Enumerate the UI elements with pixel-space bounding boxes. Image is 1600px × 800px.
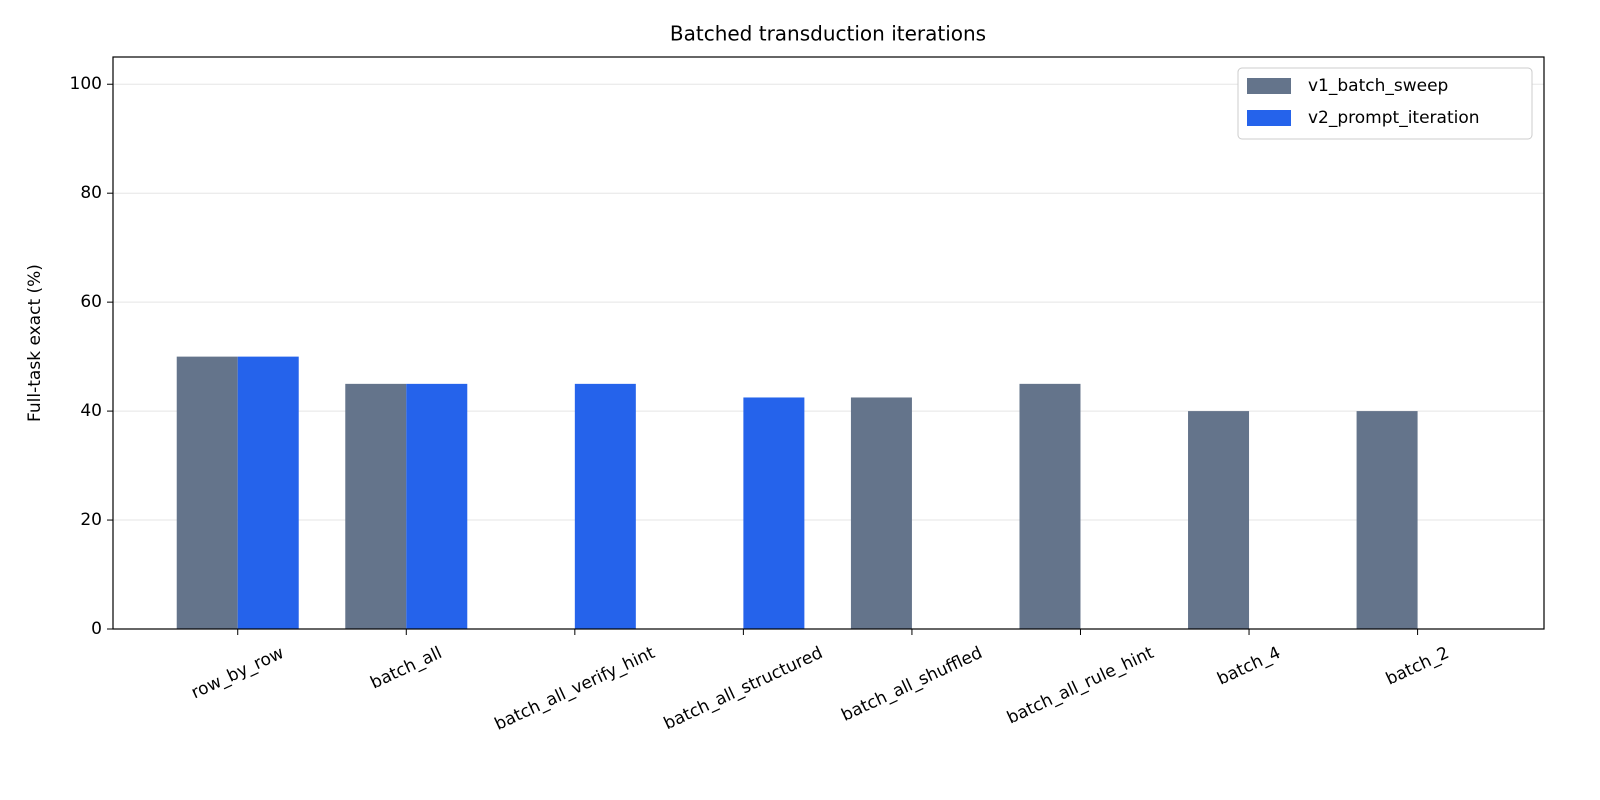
bar — [1188, 411, 1250, 629]
x-tick-label: batch_2 — [1383, 643, 1452, 690]
y-axis-label: Full-task exact (%) — [25, 264, 45, 422]
legend-swatch — [1247, 78, 1291, 94]
bar — [406, 383, 468, 629]
bar — [850, 397, 912, 629]
legend-label: v2_prompt_iteration — [1308, 108, 1480, 128]
x-tick-label: batch_all_structured — [661, 643, 826, 734]
bar — [345, 383, 407, 629]
bar — [743, 397, 805, 629]
x-tick-label: row_by_row — [188, 643, 287, 703]
x-tick-label: batch_all — [367, 643, 445, 693]
x-tick-label: batch_4 — [1214, 643, 1283, 690]
y-tick-label: 0 — [91, 619, 102, 639]
legend-label: v1_batch_sweep — [1308, 76, 1448, 96]
bar — [176, 356, 238, 629]
bar — [1019, 383, 1081, 629]
y-tick-label: 40 — [80, 401, 102, 421]
plot-frame — [112, 56, 1545, 630]
y-tick-label: 60 — [80, 292, 102, 312]
y-tick-label: 100 — [70, 74, 102, 94]
bar — [574, 383, 636, 629]
y-tick-label: 80 — [80, 183, 102, 203]
chart-title: Batched transduction iterations — [670, 22, 986, 46]
legend: v1_batch_sweep v2_prompt_iteration — [1237, 67, 1533, 140]
x-tick-label: batch_all_shuffled — [838, 643, 985, 726]
x-tick-label: batch_all_verify_hint — [492, 643, 659, 735]
x-tick-label: batch_all_rule_hint — [1004, 643, 1157, 729]
legend-swatch — [1247, 110, 1291, 126]
legend-box — [1237, 67, 1533, 140]
bar — [1356, 411, 1418, 629]
bar — [237, 356, 299, 629]
y-tick-label: 20 — [80, 510, 102, 530]
